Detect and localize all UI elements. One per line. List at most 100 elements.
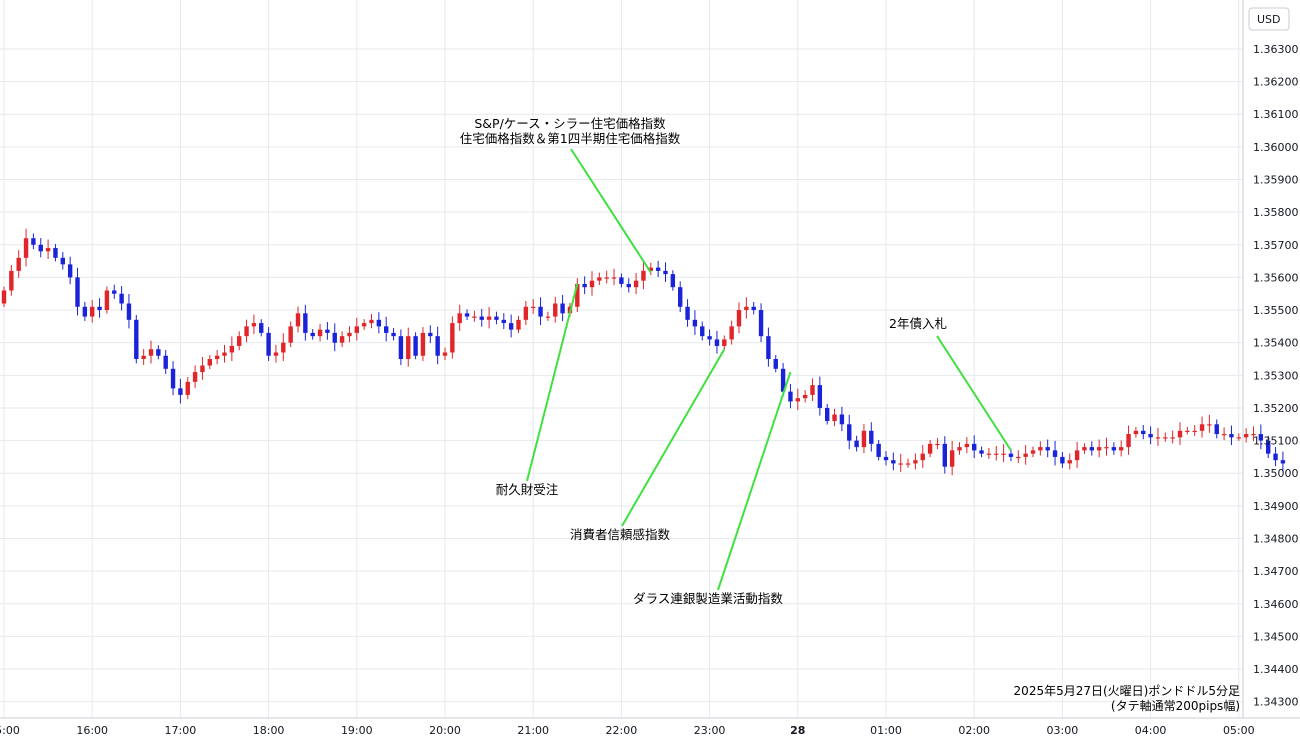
- annotation-label: 耐久財受注: [496, 482, 559, 497]
- candle: [413, 332, 418, 360]
- candle-body: [1126, 434, 1131, 448]
- candle-body: [817, 385, 823, 408]
- candle: [641, 261, 646, 290]
- candle-body: [722, 339, 727, 346]
- candle-body: [1016, 456, 1021, 459]
- candle-body: [148, 349, 154, 356]
- candle: [795, 388, 800, 410]
- candle: [619, 273, 624, 288]
- candle-body: [361, 323, 367, 327]
- candle-body: [229, 345, 235, 353]
- candle: [722, 335, 727, 350]
- annotation-line: [936, 335, 1012, 451]
- x-tick-label: 28: [790, 724, 805, 737]
- candle-body: [391, 332, 396, 337]
- candle: [295, 306, 301, 333]
- candle-body: [251, 323, 257, 327]
- candle-body: [369, 319, 374, 324]
- candle-body: [398, 336, 404, 359]
- candle: [1258, 424, 1264, 450]
- candle-body: [935, 443, 940, 446]
- candle-body: [16, 257, 21, 271]
- y-tick-label: 1.34600: [1253, 598, 1299, 611]
- candle: [876, 439, 881, 461]
- candle-body: [1119, 447, 1124, 451]
- candle-body: [31, 238, 36, 245]
- candle: [869, 422, 874, 452]
- candle-body: [1185, 430, 1190, 432]
- time-axis[interactable]: 15:00 16:00 17:00 18:00 19:00 20:00 21:00 22:00…: [0, 724, 1255, 737]
- candle: [200, 356, 205, 380]
- candle-body: [1133, 430, 1139, 435]
- candle-body: [766, 336, 771, 359]
- candle: [538, 297, 543, 326]
- candle-body: [773, 359, 778, 369]
- candle: [479, 308, 484, 327]
- candle: [237, 331, 242, 351]
- x-tick-label: 03:00: [1047, 724, 1079, 737]
- candle: [839, 406, 845, 432]
- candle: [9, 265, 14, 296]
- candle: [942, 436, 947, 474]
- candle-body: [442, 352, 448, 356]
- candle-body: [633, 280, 639, 288]
- candle: [273, 344, 279, 363]
- candle: [707, 329, 712, 346]
- candle-body: [648, 267, 653, 271]
- candle: [428, 325, 433, 344]
- y-tick-label: 1.35500: [1253, 304, 1299, 317]
- y-tick-label: 1.34500: [1253, 630, 1299, 643]
- candle: [692, 310, 698, 335]
- candle-body: [795, 398, 800, 402]
- candle-body: [1148, 434, 1153, 438]
- y-tick-label: 1.35300: [1253, 369, 1299, 382]
- x-tick-label: 01:00: [870, 724, 902, 737]
- candle-body: [553, 303, 558, 317]
- candle-body: [457, 313, 462, 324]
- candle-body: [1052, 450, 1058, 457]
- candle-body: [1177, 430, 1183, 438]
- candle-body: [736, 310, 742, 327]
- candle-body: [744, 306, 749, 311]
- candle: [957, 442, 962, 455]
- candle: [589, 271, 595, 296]
- candle: [788, 383, 793, 409]
- candle-body: [964, 443, 970, 448]
- currency-box[interactable]: [1248, 7, 1290, 31]
- candle: [494, 311, 499, 325]
- candle: [1214, 419, 1219, 439]
- candle-body: [501, 319, 506, 324]
- y-tick-label: 1.35200: [1253, 402, 1299, 415]
- candle: [523, 301, 529, 326]
- y-tick-label: 1.34400: [1253, 663, 1299, 676]
- candle: [891, 452, 896, 471]
- candle: [391, 328, 396, 341]
- candle: [1133, 426, 1139, 438]
- candle: [229, 336, 235, 362]
- candle-body: [119, 293, 124, 304]
- candle: [31, 233, 36, 250]
- x-tick-label: 20:00: [429, 724, 461, 737]
- candle-body: [972, 443, 977, 451]
- candle-body: [839, 414, 845, 425]
- y-tick-label: 1.35000: [1253, 467, 1299, 480]
- candle: [317, 323, 323, 342]
- candle: [82, 301, 88, 321]
- candle: [112, 284, 117, 299]
- candle: [148, 340, 154, 364]
- candle-body: [1074, 450, 1080, 461]
- y-tick-label: 1.35900: [1253, 174, 1299, 187]
- candle-body: [979, 450, 984, 454]
- candle: [67, 256, 73, 285]
- candle-body: [354, 326, 359, 333]
- candle: [611, 268, 617, 286]
- candle-body: [994, 453, 999, 455]
- candle: [75, 267, 80, 316]
- candle-body: [692, 319, 698, 327]
- price-axis[interactable]: 1.36300 1.36200 1.36100 1.36000 1.35900 1.358…: [1253, 43, 1299, 709]
- annotation-label: 消費者信頼感指数: [570, 527, 671, 542]
- candle: [192, 365, 198, 388]
- annotation-line: [621, 348, 726, 527]
- candle-body: [920, 453, 925, 461]
